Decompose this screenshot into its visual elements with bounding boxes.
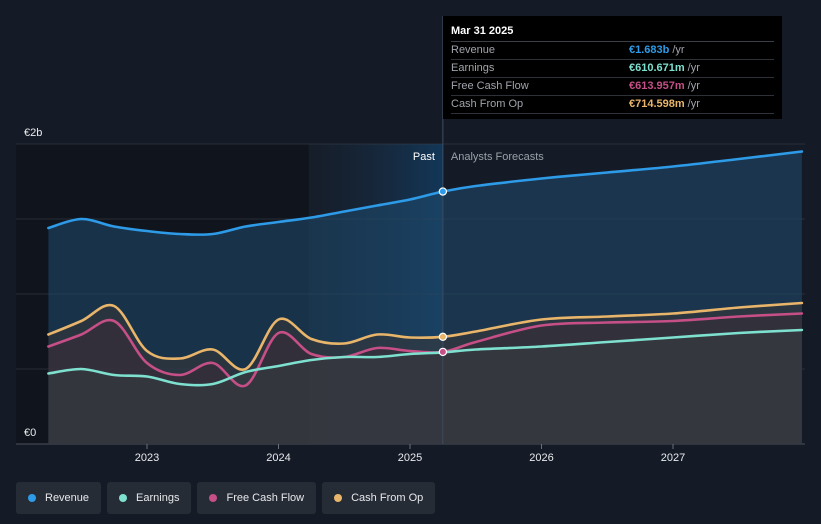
x-tick-label: 2027 — [661, 452, 685, 464]
legend-label: Cash From Op — [351, 492, 424, 504]
tooltip-label: Free Cash Flow — [451, 80, 529, 92]
legend-dot-icon — [209, 494, 218, 502]
tooltip-label: Cash From Op — [451, 98, 524, 110]
legend-label: Earnings — [136, 492, 180, 504]
tooltip-unit: /yr — [687, 80, 700, 92]
legend-item-revenue[interactable]: Revenue — [16, 482, 102, 514]
legend-label: Revenue — [45, 492, 90, 504]
x-tick-label: 2025 — [398, 452, 422, 464]
section-label-past: Past — [413, 151, 435, 163]
tooltip-row-cash-from-op: Cash From Op €714.598m /yr — [451, 96, 774, 114]
legend-item-cash-from-op[interactable]: Cash From Op — [322, 482, 436, 514]
tooltip-unit: /yr — [687, 62, 700, 74]
legend-dot-icon — [28, 494, 36, 502]
revenue-line — [47, 150, 804, 237]
tooltip-value: €610.671m — [629, 62, 685, 74]
legend: Revenue Earnings Free Cash Flow Cash Fro… — [16, 482, 436, 514]
tooltip-unit: /yr — [687, 98, 700, 110]
tooltip-label: Earnings — [451, 62, 495, 74]
tooltip-label: Revenue — [451, 44, 496, 56]
x-tick-label: 2026 — [529, 452, 553, 464]
cash-from-op-line — [47, 301, 804, 371]
earnings-line — [47, 328, 804, 387]
tooltip-unit: /yr — [672, 44, 685, 56]
tooltip-value: €613.957m — [629, 80, 685, 92]
section-label-forecast: Analysts Forecasts — [451, 151, 544, 163]
free-cash-flow-marker — [438, 347, 448, 357]
y-axis-top-label: €2b — [24, 127, 42, 139]
legend-item-free-cash-flow[interactable]: Free Cash Flow — [197, 482, 317, 514]
tooltip-value: €1.683b — [629, 44, 670, 56]
tooltip: Mar 31 2025 Revenue €1.683b /yr Earnings… — [443, 16, 782, 119]
tooltip-row-free-cash-flow: Free Cash Flow €613.957m /yr — [451, 78, 774, 96]
tooltip-value: €714.598m — [629, 98, 685, 110]
tooltip-row-revenue: Revenue €1.683b /yr — [451, 42, 774, 60]
x-tick-label: 2024 — [266, 452, 290, 464]
y-axis-bottom-label: €0 — [24, 427, 36, 439]
x-tick-label: 2023 — [135, 452, 159, 464]
legend-label: Free Cash Flow — [226, 492, 305, 504]
tooltip-date: Mar 31 2025 — [451, 24, 774, 42]
legend-dot-icon — [334, 494, 343, 502]
legend-dot-icon — [119, 494, 128, 502]
earnings-area — [48, 330, 802, 444]
tooltip-row-earnings: Earnings €610.671m /yr — [451, 60, 774, 78]
revenue-marker — [438, 187, 448, 196]
cash-from-op-marker — [438, 332, 448, 342]
legend-item-earnings[interactable]: Earnings — [107, 482, 192, 514]
